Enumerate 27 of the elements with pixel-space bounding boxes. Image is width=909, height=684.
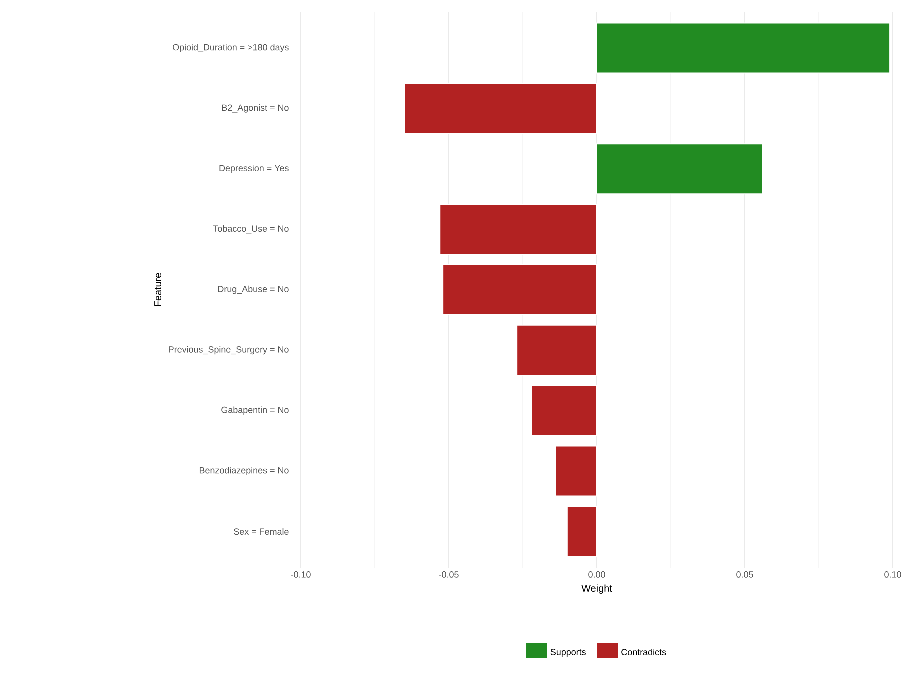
y-tick-label: Benzodiazepines = No: [200, 467, 289, 476]
bar: [596, 144, 764, 195]
x-tick-label: 0.00: [588, 572, 606, 578]
bar: [566, 506, 598, 558]
x-tick-label: -0.05: [439, 572, 459, 578]
y-tick-label: Drug_Abuse = No: [218, 286, 289, 294]
y-tick-label: Depression = Yes: [220, 164, 289, 174]
y-axis-title: Feature: [154, 273, 162, 306]
x-axis-title: Weight: [582, 584, 612, 594]
bar: [596, 22, 891, 74]
bar: [555, 446, 598, 497]
x-tick-label: 0.05: [736, 572, 754, 578]
bar: [442, 264, 598, 316]
y-tick-label: B2_Agonist = No: [222, 104, 289, 113]
y-tick-label: Sex = Female: [234, 528, 289, 536]
y-tick-label: Opioid_Duration = >180 days: [173, 44, 289, 52]
legend-label: Supports: [550, 649, 586, 658]
x-tick-label: 0.10: [884, 572, 902, 578]
y-tick-label: Gabapentin = No: [222, 406, 289, 416]
bar: [440, 204, 598, 256]
y-tick-label: Tobacco_Use = No: [213, 225, 289, 234]
bar: [516, 324, 598, 376]
bar: [404, 83, 598, 134]
bar: [531, 385, 598, 436]
y-tick-label: Previous_Spine_Surgery = No: [169, 346, 289, 355]
legend-label: Contradicts: [622, 648, 666, 656]
x-tick-label: -0.10: [291, 572, 311, 578]
